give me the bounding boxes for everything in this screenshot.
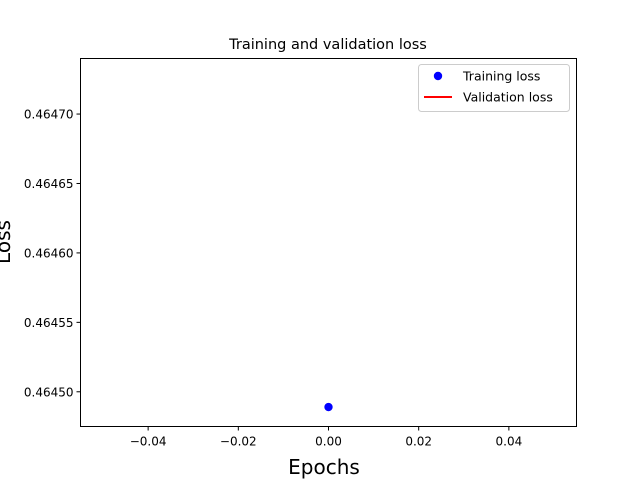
plot-area: [80, 58, 577, 427]
x-tick-label: 0.04: [496, 435, 523, 449]
y-tick-label: 0.46455: [24, 316, 74, 330]
x-axis-ticks: −0.04 −0.02 0.00 0.02 0.04: [130, 426, 523, 449]
y-tick-label: 0.46460: [24, 246, 74, 260]
legend-label-training-loss: Training loss: [462, 69, 540, 84]
y-tick-label: 0.46465: [24, 177, 74, 191]
y-tick-label: 0.46470: [24, 108, 74, 122]
y-axis-ticks: 0.46450 0.46455 0.46460 0.46465 0.46470: [24, 108, 81, 399]
x-axis-label: Epochs: [288, 455, 360, 479]
x-tick-label: 0.00: [315, 435, 342, 449]
x-tick-label: 0.02: [405, 435, 432, 449]
chart-title: Training and validation loss: [228, 37, 427, 53]
y-tick-label: 0.46450: [24, 385, 74, 399]
legend-label-validation-loss: Validation loss: [463, 90, 553, 105]
legend: Training loss Validation loss: [418, 64, 570, 112]
data-point-training-loss: [324, 402, 333, 412]
legend-marker-training-loss: [433, 71, 443, 81]
series-layer: [324, 402, 333, 412]
x-tick-label: −0.04: [130, 435, 167, 449]
legend-box: [418, 64, 570, 112]
x-tick-label: −0.02: [220, 435, 257, 449]
y-axis-label: Loss: [0, 220, 15, 264]
